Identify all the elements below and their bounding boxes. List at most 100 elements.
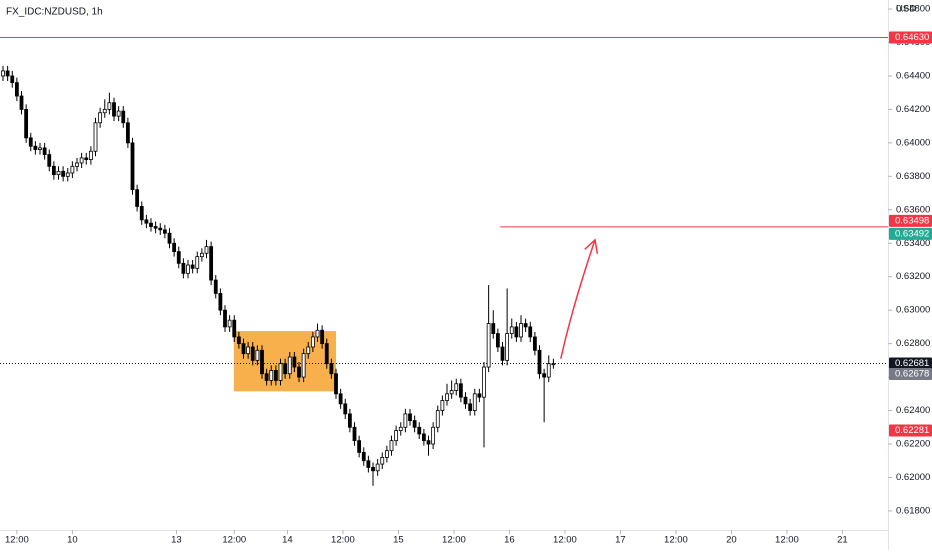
x-tick-label: 12:00 [222,535,246,546]
y-tick-label: 0.63800 [896,171,930,182]
candle-body [426,440,431,445]
candle-body [19,95,24,110]
candle-body [153,226,158,229]
candle-body [537,349,542,375]
candle-body [551,363,556,366]
candle-body [84,157,89,161]
candle-body [190,264,195,269]
candle-body [79,157,84,164]
candle-body [449,390,454,395]
y-tick-label: 0.64200 [896,104,930,115]
x-tick-label: 12:00 [775,535,799,546]
candle-body [495,333,500,348]
y-tick-label: 0.63200 [896,271,930,282]
x-tick-label: 15 [393,535,404,546]
candle-body [241,343,246,355]
candle-body [93,122,98,152]
x-tick-label: 20 [726,535,737,546]
candle-body [209,246,214,281]
candle-body [528,326,533,338]
candle-body [514,326,519,338]
candle-body [542,373,547,378]
candle-body [310,336,315,348]
price-label: 0.62678 [895,369,929,380]
candle-body [172,242,177,253]
price-label: 0.63492 [895,228,929,239]
candle-body [338,393,343,405]
candle-body [292,356,297,368]
price-label-bg [889,424,932,437]
candle-body [112,102,116,117]
candle-body [380,456,385,465]
candle-body [135,189,140,207]
y-tick-label: 0.63000 [896,305,930,316]
candle-body [102,109,107,114]
x-tick-label: 12:00 [331,535,355,546]
candle-body [98,112,103,124]
candle-body [417,426,422,435]
candle-body [10,75,15,84]
candle-body [357,440,362,453]
candle-body [523,323,528,328]
candle-body [347,413,352,428]
candle-body [88,150,93,161]
candle-body [195,256,200,269]
candle-body [389,440,394,452]
x-tick-label: 14 [282,535,293,546]
candle-body [278,363,283,381]
candle-body [408,413,412,421]
candle-body [384,450,389,458]
candle-body [70,165,75,174]
candle-body [315,329,320,338]
candle-body [260,349,264,375]
candle-body [5,70,10,77]
candle-body [227,319,232,328]
price-label-bg [889,214,932,227]
y-tick-label: 0.63400 [896,238,930,249]
y-tick-label: 0.61800 [896,505,930,516]
candle-body [116,110,121,117]
candle-body [366,460,371,468]
axis-unit: USD [896,4,916,15]
price-label: 0.62281 [895,425,929,436]
candle-body [246,346,251,355]
candle-body [403,413,408,428]
y-tick-label: 0.63600 [896,204,930,215]
candle-body [139,206,144,221]
candle-body [186,264,190,274]
candle-body [546,363,551,378]
y-tick-label: 0.62000 [896,472,930,483]
y-tick-label: 0.64800 [896,4,930,15]
x-tick-label: 12:00 [442,535,466,546]
candle-body [371,467,375,472]
candle-body [236,336,241,345]
candle-body [232,319,237,338]
candle-body [297,366,301,378]
candle-body [320,329,325,345]
arrow-curve [560,239,596,359]
candle-body [1,70,5,77]
candle-body [125,122,130,144]
x-tick-label: 17 [615,535,626,546]
candle-body [176,251,181,264]
price-label: 0.62681 [895,358,929,369]
candle-body [500,346,505,361]
candle-body [264,373,269,381]
x-tick-label: 12:00 [664,535,688,546]
candle-body [324,343,329,365]
candle-body [255,349,260,361]
candle-body [181,262,186,274]
candle-body [24,109,29,139]
candle-body [47,154,52,167]
y-tick-label: 0.62200 [896,439,930,450]
candle-body [454,383,459,391]
candle-body [28,137,33,147]
candle-body [463,396,468,405]
price-label: 0.63498 [895,215,929,226]
candle-body [334,373,338,395]
candle-body [482,366,486,398]
candle-body [38,147,42,150]
candle-body [75,162,79,167]
